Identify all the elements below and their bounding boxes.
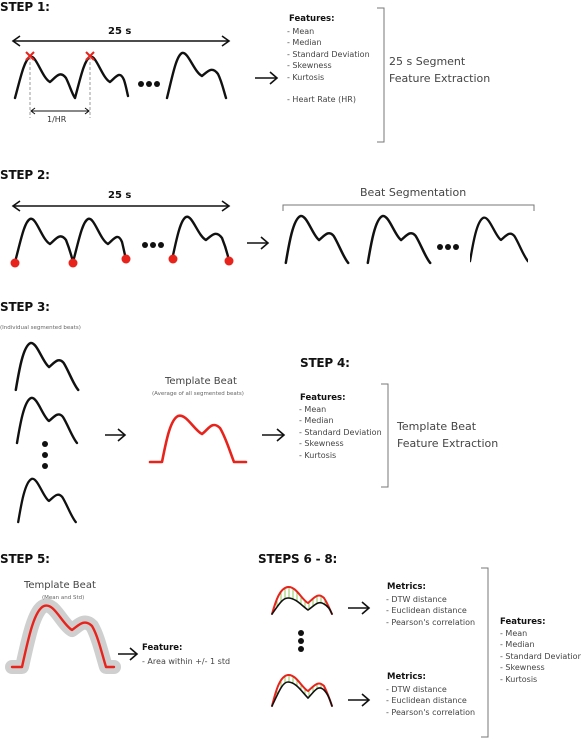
step2-duration-arrow [11,200,231,212]
step3-beat-3 [16,477,78,524]
step1-hr-arrow [30,107,90,115]
feature-item: - Skewness [287,61,332,71]
step3-title: STEP 3: [0,300,50,314]
step1-label-line1: 25 s Segment [389,55,466,68]
feature-item: - Heart Rate (HR) [287,95,356,105]
step68-comparison-1 [271,586,333,615]
step2-waveform-end [170,215,231,263]
step1-ellipsis [138,81,160,87]
metric-item: - DTW distance [386,685,447,694]
step5-feature-title: Feature: [142,643,183,653]
step3-vertical-ellipsis [42,441,48,469]
step1-duration-arrow [11,35,231,47]
step2-process-label: Beat Segmentation [360,186,467,199]
step4-bracket [381,383,389,488]
step2-waveform [13,217,128,264]
feature-item: - Median [299,416,334,426]
step68-title: STEPS 6 - 8: [258,552,338,566]
feature-item: - Mean [299,405,327,414]
step68-features-list: - Mean - Median - Standard Deviation - S… [500,628,581,685]
step1-process-arrow [255,71,279,85]
feature-item: - Kurtosis [500,674,538,684]
step4-label-line2: Feature Extraction [397,437,499,450]
step2-bracket [282,204,535,211]
step2-ellipsis [142,242,164,248]
step68-metrics-list-1: - DTW distance - Euclidean distance - Pe… [386,594,475,628]
step5-mean-beat [10,604,116,669]
step68-metrics-list-2: - DTW distance - Euclidean distance - Pe… [386,684,475,718]
step3-to-step4-arrow [262,428,286,442]
feature-item: - Standard Deviation [500,651,581,661]
step1-waveform [13,55,130,100]
step5-std-band [5,598,121,674]
metric-item: - DTW distance [386,595,447,604]
step2-segment-points [10,254,234,268]
step3-beat-1 [14,341,80,392]
step68-metrics-title-2: Metrics: [387,672,426,682]
metric-item: - Pearson's correlation [386,707,476,717]
step4-title: STEP 4: [300,356,350,370]
step5-feature-item: - Area within +/- 1 std [142,657,231,666]
step2-beat-2 [366,214,432,265]
step4-process-label: Template Beat Feature Extraction [397,418,498,452]
feature-item: - Standard Deviation [287,49,370,59]
feature-item: - Mean [500,629,528,638]
step5-template-note: (Mean and Std) [42,595,85,601]
step3-process-arrow [105,428,127,442]
step68-vertical-ellipsis [298,630,304,652]
step4-features-list: - Mean - Median - Standard Deviation - S… [299,404,382,461]
step1-hr-label: 1/HR [47,115,67,124]
metric-item: - Euclidean distance [386,696,467,706]
feature-item: - Skewness [299,439,344,449]
step3-template-beat [148,414,248,464]
step4-features-title: Features: [300,393,346,403]
step5-template-title: Template Beat [24,580,96,591]
metric-item: - Pearson's correlation [386,617,476,627]
step68-process-arrow-2 [348,693,371,707]
step1-process-label: 25 s Segment Feature Extraction [389,53,490,87]
step3-template-note: (Average of all segmented beats) [152,391,244,397]
step3-template-title: Template Beat [165,376,237,387]
step1-waveform-end [165,51,228,100]
metric-item: - Euclidean distance [386,606,467,616]
feature-item: - Median [500,640,535,650]
step1-hr-guides [29,57,91,118]
step68-features-title: Features: [500,617,546,627]
step1-features-title: Features: [289,14,335,24]
feature-item: - Median [287,38,322,48]
feature-item: - Mean [287,27,315,36]
feature-item: - Kurtosis [299,450,337,460]
feature-item: - Skewness [500,663,545,673]
step5-process-arrow [118,647,139,661]
step68-metrics-title-1: Metrics: [387,582,426,592]
step4-label-line1: Template Beat [397,420,477,433]
step1-label-line2: Feature Extraction [389,72,491,85]
step2-beat-ellipsis [437,244,459,250]
step1-title: STEP 1: [0,0,50,14]
step68-bracket [481,567,489,738]
step3-note: (Individual segmented beats) [0,325,81,331]
step1-bracket [377,7,385,143]
step68-process-arrow-1 [348,601,371,615]
step2-beat-1 [284,214,350,265]
feature-item: - Standard Deviation [299,427,382,437]
feature-item: - Kurtosis [287,72,325,82]
step2-duration-label: 25 s [108,190,132,201]
step1-features-list: - Mean - Median - Standard Deviation - S… [287,26,370,105]
step1-duration-label: 25 s [108,26,132,37]
step1-peak-markers [25,51,95,61]
step2-process-arrow [247,236,270,250]
step2-title: STEP 2: [0,168,50,182]
step3-beat-2 [15,396,79,445]
step68-comparison-2 [271,674,333,707]
step2-beat-3 [470,216,528,263]
step5-title: STEP 5: [0,552,50,566]
